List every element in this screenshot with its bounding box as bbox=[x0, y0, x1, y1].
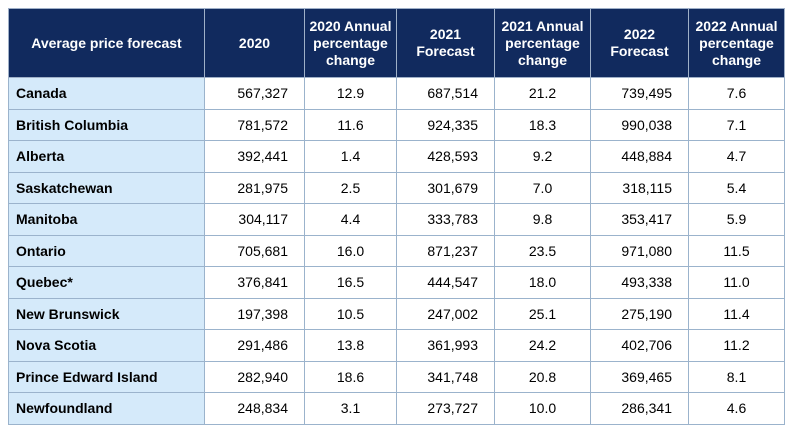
region-cell: Newfoundland bbox=[8, 392, 205, 425]
change-2022-cell: 5.4 bbox=[688, 171, 785, 204]
forecast-2022-cell: 369,465 bbox=[590, 360, 689, 393]
column-header-2021-forecast: 2021 Forecast bbox=[396, 8, 495, 78]
value-2020-cell: 248,834 bbox=[204, 392, 305, 425]
forecast-2021-cell: 361,993 bbox=[396, 329, 495, 362]
change-2020-cell: 3.1 bbox=[304, 392, 397, 425]
change-2020-cell: 16.5 bbox=[304, 266, 397, 299]
column-header-2022-forecast: 2022 Forecast bbox=[590, 8, 689, 78]
change-2020-cell: 1.4 bbox=[304, 140, 397, 173]
change-2022-cell: 7.1 bbox=[688, 108, 785, 141]
forecast-2021-cell: 687,514 bbox=[396, 77, 495, 110]
value-2020-cell: 376,841 bbox=[204, 266, 305, 299]
table-row: Ontario 705,681 16.0 871,237 23.5 971,080 11.5 bbox=[8, 234, 785, 267]
change-2022-cell: 8.1 bbox=[688, 360, 785, 393]
table-row: Quebec* 376,841 16.5 444,547 18.0 493,338 11.0 bbox=[8, 266, 785, 299]
change-2021-cell: 9.2 bbox=[494, 140, 591, 173]
table-row: Prince Edward Island 282,940 18.6 341,748 20… bbox=[8, 360, 785, 393]
change-2020-cell: 2.5 bbox=[304, 171, 397, 204]
change-2020-cell: 4.4 bbox=[304, 203, 397, 236]
forecast-2021-cell: 301,679 bbox=[396, 171, 495, 204]
forecast-2022-cell: 286,341 bbox=[590, 392, 689, 425]
table-row: British Columbia 781,572 11.6 924,335 18.3 99… bbox=[8, 108, 785, 141]
change-2021-cell: 10.0 bbox=[494, 392, 591, 425]
forecast-2021-cell: 333,783 bbox=[396, 203, 495, 236]
forecast-2022-cell: 353,417 bbox=[590, 203, 689, 236]
table-row: Alberta 392,441 1.4 428,593 9.2 448,884 4.7 bbox=[8, 140, 785, 173]
column-header-2022-change: 2022 Annual percentage change bbox=[688, 8, 785, 78]
change-2021-cell: 24.2 bbox=[494, 329, 591, 362]
value-2020-cell: 705,681 bbox=[204, 234, 305, 267]
forecast-2022-cell: 493,338 bbox=[590, 266, 689, 299]
change-2022-cell: 11.0 bbox=[688, 266, 785, 299]
change-2020-cell: 12.9 bbox=[304, 77, 397, 110]
value-2020-cell: 281,975 bbox=[204, 171, 305, 204]
change-2020-cell: 18.6 bbox=[304, 360, 397, 393]
table-row: Nova Scotia 291,486 13.8 361,993 24.2 402,706… bbox=[8, 329, 785, 362]
region-cell: Nova Scotia bbox=[8, 329, 205, 362]
forecast-2022-cell: 971,080 bbox=[590, 234, 689, 267]
region-cell: Saskatchewan bbox=[8, 171, 205, 204]
table-row: New Brunswick 197,398 10.5 247,002 25.1 275,1… bbox=[8, 297, 785, 330]
forecast-2022-cell: 318,115 bbox=[590, 171, 689, 204]
region-cell: British Columbia bbox=[8, 108, 205, 141]
table-body: Canada 567,327 12.9 687,514 21.2 739,495 7.6 Br… bbox=[8, 77, 785, 425]
value-2020-cell: 392,441 bbox=[204, 140, 305, 173]
table-container: Average price forecast 2020 2020 Annual … bbox=[8, 8, 785, 425]
forecast-2021-cell: 444,547 bbox=[396, 266, 495, 299]
change-2020-cell: 13.8 bbox=[304, 329, 397, 362]
region-cell: Alberta bbox=[8, 140, 205, 173]
change-2021-cell: 18.3 bbox=[494, 108, 591, 141]
change-2022-cell: 11.5 bbox=[688, 234, 785, 267]
change-2022-cell: 11.2 bbox=[688, 329, 785, 362]
change-2021-cell: 25.1 bbox=[494, 297, 591, 330]
column-header-region: Average price forecast bbox=[8, 8, 205, 78]
region-cell: New Brunswick bbox=[8, 297, 205, 330]
region-cell: Ontario bbox=[8, 234, 205, 267]
change-2020-cell: 16.0 bbox=[304, 234, 397, 267]
forecast-2022-cell: 448,884 bbox=[590, 140, 689, 173]
forecast-2021-cell: 273,727 bbox=[396, 392, 495, 425]
change-2021-cell: 23.5 bbox=[494, 234, 591, 267]
value-2020-cell: 304,117 bbox=[204, 203, 305, 236]
column-header-2020: 2020 bbox=[204, 8, 305, 78]
value-2020-cell: 282,940 bbox=[204, 360, 305, 393]
change-2021-cell: 7.0 bbox=[494, 171, 591, 204]
change-2021-cell: 9.8 bbox=[494, 203, 591, 236]
forecast-2021-cell: 924,335 bbox=[396, 108, 495, 141]
table-row: Canada 567,327 12.9 687,514 21.2 739,495 7.6 bbox=[8, 77, 785, 110]
change-2021-cell: 21.2 bbox=[494, 77, 591, 110]
region-cell: Manitoba bbox=[8, 203, 205, 236]
change-2022-cell: 5.9 bbox=[688, 203, 785, 236]
value-2020-cell: 781,572 bbox=[204, 108, 305, 141]
forecast-2021-cell: 341,748 bbox=[396, 360, 495, 393]
region-cell: Prince Edward Island bbox=[8, 360, 205, 393]
table-row: Newfoundland 248,834 3.1 273,727 10.0 286,341… bbox=[8, 392, 785, 425]
header-row: Average price forecast 2020 2020 Annual … bbox=[8, 8, 785, 78]
change-2022-cell: 11.4 bbox=[688, 297, 785, 330]
change-2020-cell: 11.6 bbox=[304, 108, 397, 141]
forecast-2022-cell: 275,190 bbox=[590, 297, 689, 330]
change-2021-cell: 18.0 bbox=[494, 266, 591, 299]
change-2022-cell: 7.6 bbox=[688, 77, 785, 110]
value-2020-cell: 197,398 bbox=[204, 297, 305, 330]
price-forecast-table: Average price forecast 2020 2020 Annual … bbox=[8, 8, 785, 425]
forecast-2021-cell: 871,237 bbox=[396, 234, 495, 267]
forecast-2022-cell: 402,706 bbox=[590, 329, 689, 362]
forecast-2022-cell: 739,495 bbox=[590, 77, 689, 110]
forecast-2021-cell: 247,002 bbox=[396, 297, 495, 330]
value-2020-cell: 291,486 bbox=[204, 329, 305, 362]
table-row: Saskatchewan 281,975 2.5 301,679 7.0 318,115 5… bbox=[8, 171, 785, 204]
change-2022-cell: 4.6 bbox=[688, 392, 785, 425]
change-2022-cell: 4.7 bbox=[688, 140, 785, 173]
region-cell: Canada bbox=[8, 77, 205, 110]
region-cell: Quebec* bbox=[8, 266, 205, 299]
change-2020-cell: 10.5 bbox=[304, 297, 397, 330]
column-header-2021-change: 2021 Annual percentage change bbox=[494, 8, 591, 78]
value-2020-cell: 567,327 bbox=[204, 77, 305, 110]
column-header-2020-change: 2020 Annual percentage change bbox=[304, 8, 397, 78]
forecast-2021-cell: 428,593 bbox=[396, 140, 495, 173]
forecast-2022-cell: 990,038 bbox=[590, 108, 689, 141]
change-2021-cell: 20.8 bbox=[494, 360, 591, 393]
table-row: Manitoba 304,117 4.4 333,783 9.8 353,417 5.9 bbox=[8, 203, 785, 236]
